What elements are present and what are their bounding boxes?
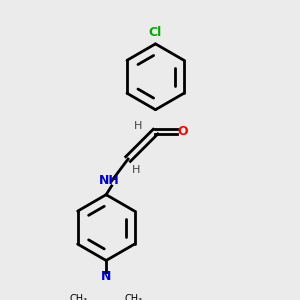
Text: NH: NH [98,175,119,188]
Text: CH₃: CH₃ [70,294,88,300]
Text: N: N [101,271,111,284]
Text: O: O [178,125,188,138]
Text: CH₃: CH₃ [124,294,142,300]
Text: Cl: Cl [149,26,162,39]
Text: H: H [134,121,142,131]
Text: H: H [132,165,140,175]
